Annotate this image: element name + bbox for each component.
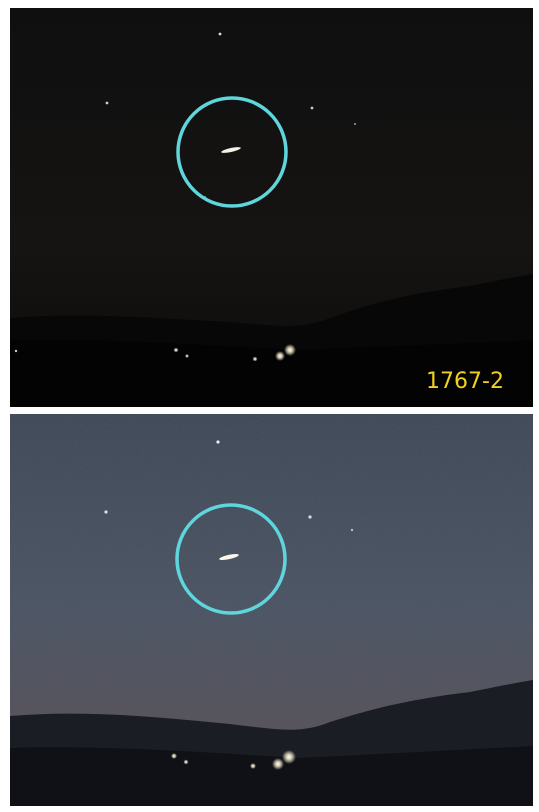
- photo-top: 1767-2: [10, 8, 533, 407]
- photo-bottom: [10, 414, 533, 806]
- page: 1767-2 (() => { const data = JSON.parse(…: [0, 0, 539, 812]
- photo-pair: 1767-2: [0, 0, 539, 812]
- photo-label: 1767-2: [426, 369, 504, 394]
